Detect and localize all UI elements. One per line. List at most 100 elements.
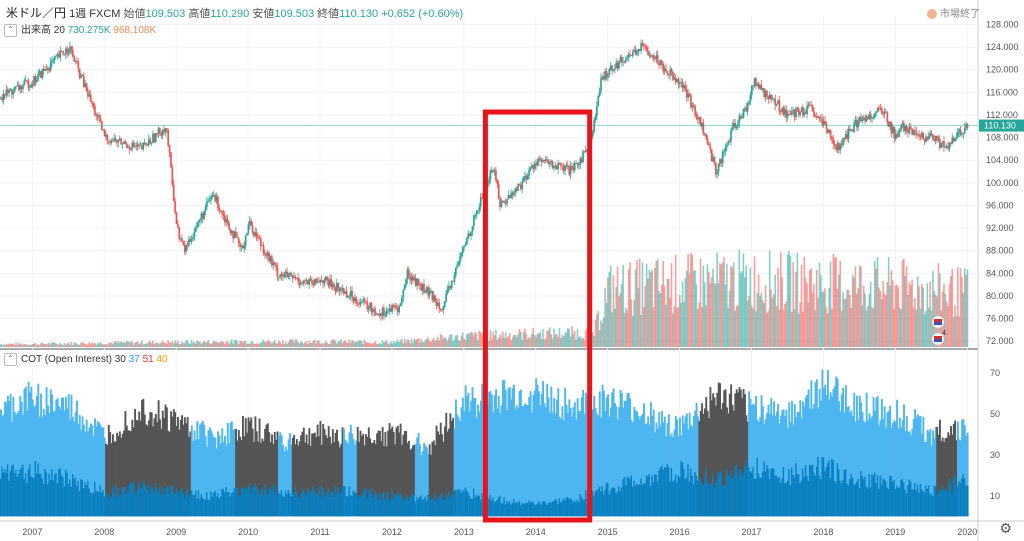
- cot-bar-dark: [165, 486, 168, 517]
- cot-bar-total: [456, 414, 459, 517]
- cot-bar-total: [640, 415, 643, 517]
- volume-bar: [35, 345, 38, 347]
- cot-bar-dark: [240, 488, 243, 517]
- cot-bar-total: [160, 428, 163, 517]
- candle-body: [287, 275, 290, 278]
- candle-body: [569, 166, 572, 175]
- collapse-chevron-icon[interactable]: ⌃: [4, 23, 17, 37]
- cot-bar-total: [775, 411, 778, 517]
- candle-body: [427, 287, 430, 296]
- cot-bar-total: [945, 437, 948, 517]
- cot-bar-dark: [955, 485, 958, 517]
- cot-bar-dark: [266, 494, 269, 517]
- volume-bar: [911, 279, 913, 347]
- cot-bar-total: [843, 412, 846, 517]
- cot-bar-dark: [112, 486, 114, 517]
- cot-bar-total: [669, 436, 672, 517]
- candle-body: [410, 276, 413, 281]
- candle-body: [134, 146, 136, 147]
- cot-bar-dark: [87, 480, 90, 517]
- volume-bar: [454, 335, 457, 347]
- cot-bar-dark: [366, 498, 369, 517]
- cot-bar-dark: [584, 490, 587, 517]
- volume-bar: [374, 341, 377, 347]
- candle-body: [835, 145, 837, 150]
- cot-bar-dark: [319, 496, 322, 517]
- cot-bar-dark: [124, 486, 127, 517]
- volume-bar: [833, 257, 836, 347]
- cot-bar-dark: [178, 493, 181, 517]
- candle-body: [105, 134, 107, 137]
- cot-bar-total: [95, 426, 98, 517]
- volume-bar: [694, 270, 696, 347]
- cot-bar-dark: [878, 489, 881, 517]
- volume-bar: [452, 340, 454, 347]
- cot-bar-dark: [835, 482, 838, 517]
- cot-bar-dark: [293, 492, 296, 517]
- cot-bar-total: [514, 409, 517, 517]
- cot-bar-dark: [775, 475, 778, 517]
- cot-bar-dark: [201, 497, 204, 517]
- candle-body: [618, 61, 620, 69]
- candle-body: [879, 108, 882, 109]
- volume-bar: [427, 337, 429, 347]
- cot-bar-dark: [145, 485, 148, 517]
- candle-body: [20, 85, 23, 90]
- cot-bar-dark: [768, 478, 771, 517]
- cot-bar-dark: [360, 495, 363, 517]
- candle-body: [522, 178, 525, 182]
- cot-bar-total: [330, 443, 333, 517]
- volume-label[interactable]: 出来高: [21, 25, 51, 36]
- volume-bar: [91, 342, 93, 347]
- volume-bar: [901, 260, 904, 347]
- volume-bar: [47, 344, 49, 347]
- candle-body: [647, 51, 649, 56]
- cot-bar-total: [92, 436, 95, 517]
- price-tick-label: 72.000: [986, 336, 1014, 346]
- candle-body: [58, 54, 60, 58]
- collapse-chevron-icon[interactable]: ⌃: [4, 353, 17, 366]
- candle-body: [446, 289, 449, 294]
- candle-body: [168, 145, 171, 153]
- cot-bar-dark: [172, 491, 175, 517]
- volume-bar: [490, 339, 493, 347]
- cot-bar-dark: [349, 494, 352, 517]
- candle-body: [117, 139, 120, 143]
- interval-label[interactable]: 1週: [69, 8, 87, 20]
- cot-bar-total: [572, 407, 575, 517]
- volume-bar: [817, 297, 819, 347]
- candle-body: [268, 252, 270, 262]
- volume-bar: [691, 254, 694, 347]
- candle-body: [756, 83, 759, 86]
- cot-bar-total: [553, 397, 556, 517]
- volume-bar: [633, 300, 635, 347]
- cot-label[interactable]: COT (Open Interest): [21, 354, 112, 366]
- volume-bar: [244, 340, 247, 347]
- cot-bar-dark: [726, 468, 728, 517]
- candle-body: [898, 130, 901, 133]
- candle-body: [464, 244, 467, 246]
- cot-bar-dark: [731, 478, 734, 517]
- cot-bar-dark: [472, 488, 475, 517]
- symbol-name[interactable]: 米ドル／円: [6, 6, 67, 20]
- cot-bar-total: [789, 422, 792, 517]
- volume-bar: [601, 322, 604, 347]
- gear-icon[interactable]: ⚙: [999, 520, 1012, 536]
- cot-bar-dark: [24, 473, 27, 517]
- candle-body: [53, 56, 56, 60]
- cot-bar-dark: [82, 488, 85, 517]
- cot-bar-total: [475, 417, 478, 517]
- candle-body: [655, 55, 658, 60]
- cot-bar-total: [34, 405, 37, 517]
- candle-body: [614, 68, 616, 70]
- candle-body: [739, 115, 742, 119]
- cot-bar-dark: [869, 487, 872, 517]
- volume-bar: [309, 342, 312, 347]
- cot-bar-dark: [467, 492, 470, 517]
- volume-bar: [849, 294, 851, 347]
- cot-bar-total: [250, 417, 253, 517]
- cot-bar-total: [549, 412, 551, 517]
- cot-bar-dark: [161, 486, 164, 517]
- volume-bar: [619, 293, 622, 347]
